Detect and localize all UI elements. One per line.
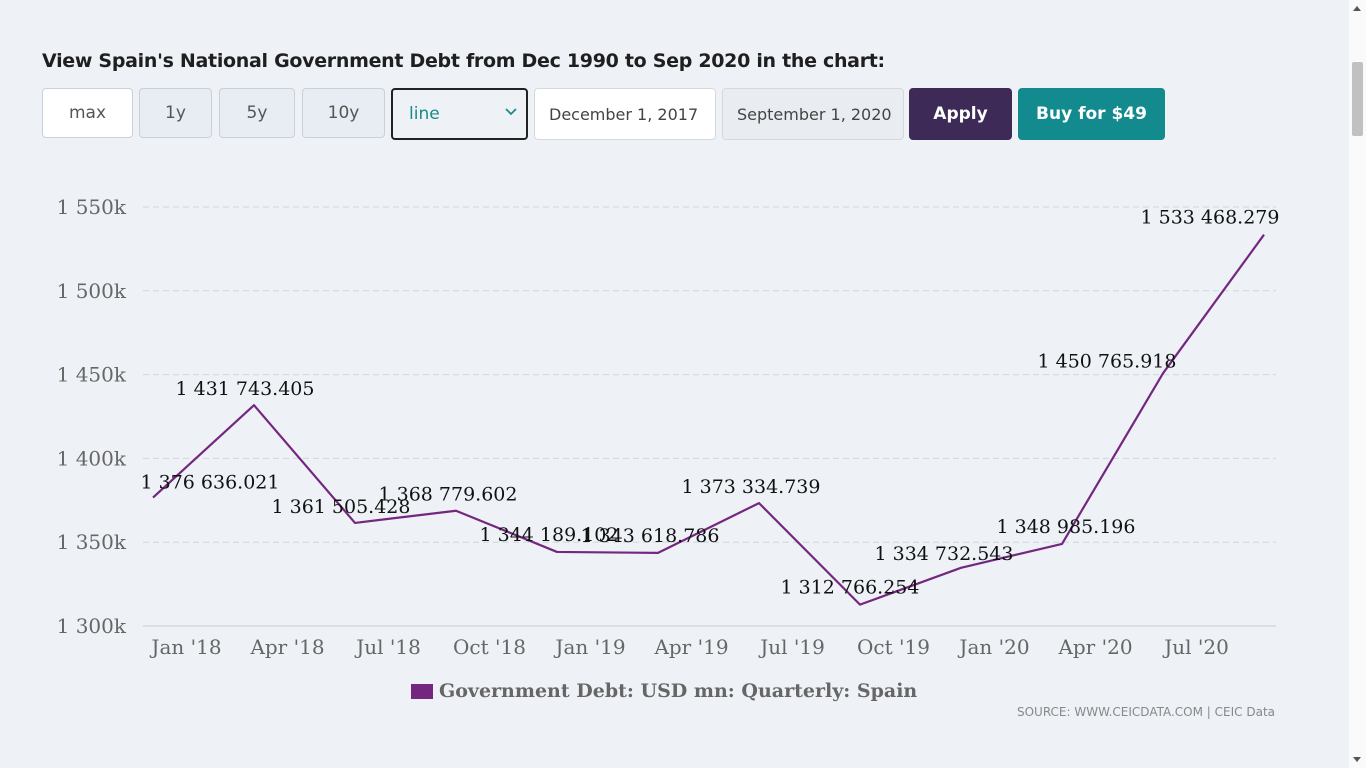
line-chart: 1 300k 1 350k 1 400k 1 450k 1 500k 1 550k Jan…	[57, 195, 1280, 659]
chart-gridlines	[143, 206, 1276, 627]
data-label: 1 431 743.405	[175, 378, 314, 400]
data-label: 1 373 334.739	[681, 476, 820, 498]
y-tick-label: 1 400k	[57, 446, 127, 470]
x-tick-label: Jul '19	[758, 635, 825, 659]
data-label: 1 334 732.543	[874, 543, 1013, 565]
scroll-thumb[interactable]	[1352, 62, 1363, 136]
legend-label: Government Debt: USD mn: Quarterly: Spai…	[439, 680, 918, 702]
chart-legend[interactable]: Government Debt: USD mn: Quarterly: Spai…	[411, 680, 917, 702]
chevron-down-icon	[505, 108, 517, 116]
chart-type-value: line	[409, 104, 440, 124]
x-tick-label: Jul '20	[1162, 635, 1229, 659]
y-axis-labels: 1 300k 1 350k 1 400k 1 450k 1 500k 1 550k	[57, 195, 127, 638]
range-1y-button[interactable]: 1y	[139, 88, 212, 138]
data-label: 1 376 636.021	[140, 472, 279, 494]
data-label: 1 368 779.602	[378, 484, 517, 506]
start-date-input[interactable]: December 1, 2017	[534, 88, 716, 140]
page-title: View Spain's National Government Debt fr…	[42, 50, 885, 72]
source-credit: SOURCE: WWW.CEICDATA.COM | CEIC Data	[1016, 705, 1275, 719]
chart-type-select[interactable]: line	[391, 88, 528, 140]
data-label: 1 343 618.786	[580, 525, 719, 547]
legend-swatch	[411, 683, 433, 699]
series-line-group	[152, 234, 1265, 606]
y-tick-label: 1 550k	[57, 195, 127, 219]
x-axis-labels: Jan '18 Apr '18 Jul '18 Oct '18 Jan '19 Apr '…	[149, 635, 1228, 659]
apply-button[interactable]: Apply	[909, 88, 1012, 140]
data-label: 1 312 766.254	[780, 577, 919, 599]
data-label: 1 344 189.102	[479, 524, 618, 546]
y-tick-label: 1 500k	[57, 279, 127, 303]
range-10y-button[interactable]: 10y	[302, 88, 385, 138]
y-tick-label: 1 300k	[57, 614, 127, 638]
x-tick-label: Jan '18	[149, 635, 221, 659]
x-tick-label: Oct '19	[857, 635, 930, 659]
x-tick-label: Apr '19	[653, 635, 728, 659]
scroll-down-arrow-icon[interactable]	[1353, 757, 1361, 762]
page-scrollbar[interactable]	[1349, 0, 1366, 768]
end-date-input[interactable]: September 1, 2020	[722, 88, 904, 140]
x-tick-label: Apr '18	[249, 635, 324, 659]
x-tick-label: Oct '18	[453, 635, 526, 659]
x-tick-label: Jan '20	[957, 635, 1029, 659]
data-label: 1 348 985.196	[996, 516, 1135, 538]
scroll-up-arrow-icon[interactable]	[1353, 6, 1361, 11]
range-5y-button[interactable]: 5y	[219, 88, 295, 138]
x-tick-label: Jan '19	[553, 635, 625, 659]
data-label: 1 533 468.279	[1140, 207, 1279, 229]
x-tick-label: Apr '20	[1057, 635, 1132, 659]
range-max-button[interactable]: max	[42, 88, 133, 138]
data-label: 1 361 505.428	[271, 496, 410, 518]
series-line	[152, 234, 1265, 606]
y-tick-label: 1 450k	[57, 363, 127, 387]
y-tick-label: 1 350k	[57, 530, 127, 554]
x-tick-label: Jul '18	[354, 635, 421, 659]
data-label: 1 450 765.918	[1037, 350, 1176, 372]
buy-button[interactable]: Buy for $49	[1018, 88, 1165, 140]
